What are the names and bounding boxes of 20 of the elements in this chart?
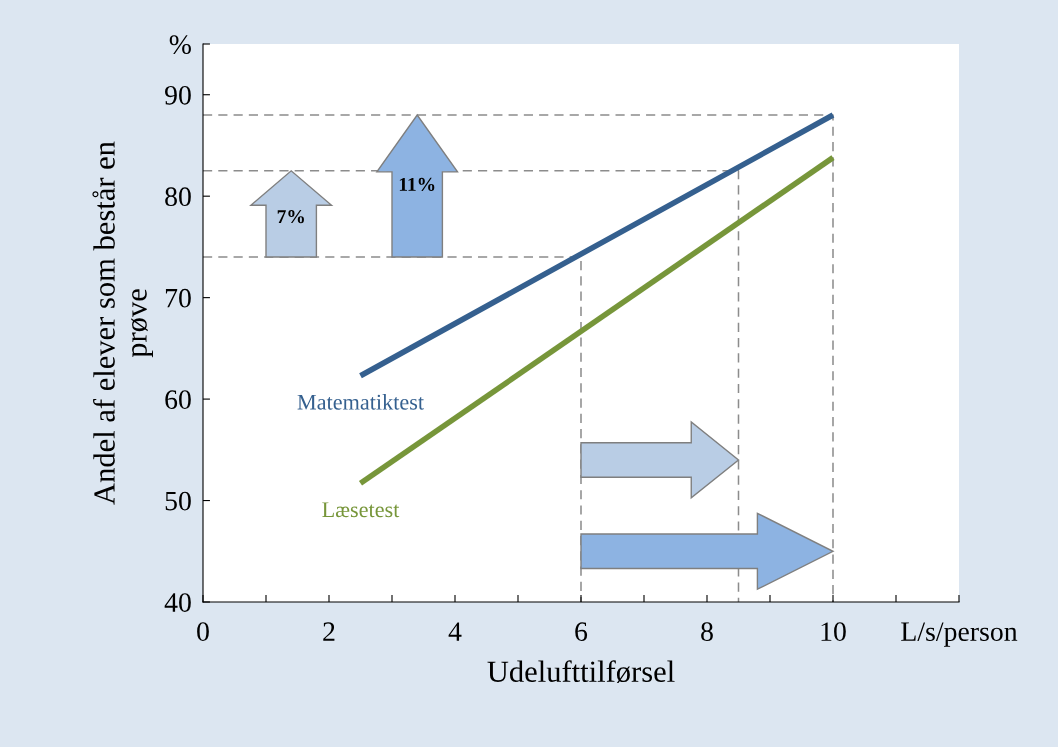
x-tick-label: 10 — [821, 622, 846, 641]
x-tick-label: 4 — [448, 622, 462, 641]
x-tick-label: 8 — [701, 622, 713, 641]
y-tick-label: % — [169, 35, 191, 54]
x-tick-label: 2 — [323, 622, 335, 641]
y-tick-label: 60 — [165, 390, 191, 409]
annotation: 11% — [399, 177, 435, 191]
x-tick-label: L/s/person — [901, 622, 1018, 647]
series-label: Matematiktest — [297, 394, 424, 410]
x-tick-label: 6 — [575, 622, 588, 641]
x-tick-label: 0 — [197, 622, 209, 641]
series-label: Læsetest — [322, 502, 400, 518]
y-tick-label: 40 — [164, 593, 191, 612]
y-tick-label: 70 — [165, 288, 191, 308]
annotation: 7% — [277, 209, 304, 224]
y-axis-title: Andel af elever som består en prøve — [92, 141, 153, 505]
y-tick-label: 80 — [165, 187, 191, 207]
x-axis-title: Udelufttilførsel — [487, 660, 675, 683]
y-tick-label: 50 — [165, 491, 191, 511]
y-tick-label: 90 — [165, 85, 191, 105]
